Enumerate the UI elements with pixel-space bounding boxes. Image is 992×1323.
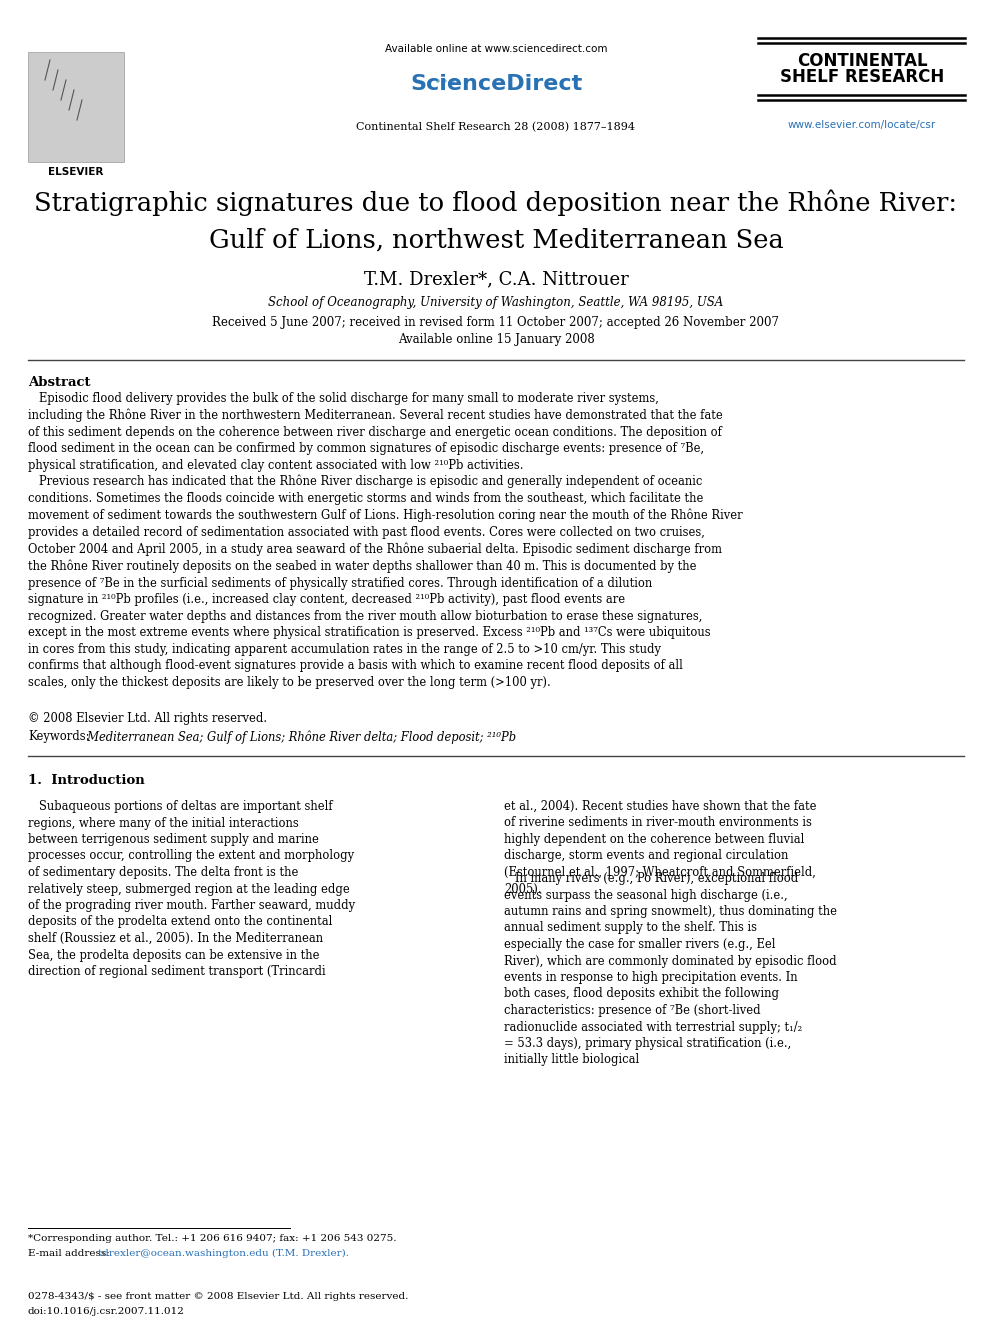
Text: 0278-4343/$ - see front matter © 2008 Elsevier Ltd. All rights reserved.: 0278-4343/$ - see front matter © 2008 El… — [28, 1293, 409, 1301]
Text: Keywords:: Keywords: — [28, 730, 89, 744]
Text: In many rivers (e.g., Po River), exceptional flood
events surpass the seasonal h: In many rivers (e.g., Po River), excepti… — [504, 872, 837, 1066]
Text: ScienceDirect: ScienceDirect — [410, 74, 582, 94]
Text: Abstract: Abstract — [28, 376, 90, 389]
Text: Available online 15 January 2008: Available online 15 January 2008 — [398, 333, 594, 347]
Text: Subaqueous portions of deltas are important shelf
regions, where many of the ini: Subaqueous portions of deltas are import… — [28, 800, 355, 978]
Text: E-mail address:: E-mail address: — [28, 1249, 113, 1258]
Text: Available online at www.sciencedirect.com: Available online at www.sciencedirect.co… — [385, 44, 607, 54]
Text: www.elsevier.com/locate/csr: www.elsevier.com/locate/csr — [788, 120, 936, 130]
Text: Episodic flood delivery provides the bulk of the solid discharge for many small : Episodic flood delivery provides the bul… — [28, 392, 723, 472]
Text: T.M. Drexler*, C.A. Nittrouer: T.M. Drexler*, C.A. Nittrouer — [364, 270, 628, 288]
Text: © 2008 Elsevier Ltd. All rights reserved.: © 2008 Elsevier Ltd. All rights reserved… — [28, 712, 267, 725]
Text: Previous research has indicated that the Rhône River discharge is episodic and g: Previous research has indicated that the… — [28, 475, 743, 688]
Text: CONTINENTAL: CONTINENTAL — [797, 52, 928, 70]
Text: Received 5 June 2007; received in revised form 11 October 2007; accepted 26 Nove: Received 5 June 2007; received in revise… — [212, 316, 780, 329]
Text: SHELF RESEARCH: SHELF RESEARCH — [780, 67, 944, 86]
Text: tdrexler@ocean.washington.edu (T.M. Drexler).: tdrexler@ocean.washington.edu (T.M. Drex… — [98, 1249, 349, 1258]
Text: doi:10.1016/j.csr.2007.11.012: doi:10.1016/j.csr.2007.11.012 — [28, 1307, 185, 1316]
Text: ∙∙∙: ∙∙∙ — [434, 74, 458, 87]
Text: Mediterranean Sea; Gulf of Lions; Rhône River delta; Flood deposit; ²¹⁰Pb: Mediterranean Sea; Gulf of Lions; Rhône … — [80, 730, 516, 744]
FancyBboxPatch shape — [28, 52, 124, 161]
Text: School of Oceanography, University of Washington, Seattle, WA 98195, USA: School of Oceanography, University of Wa… — [269, 296, 723, 310]
Text: ELSEVIER: ELSEVIER — [49, 167, 104, 177]
Text: Gulf of Lions, northwest Mediterranean Sea: Gulf of Lions, northwest Mediterranean S… — [208, 228, 784, 253]
Text: 1.  Introduction: 1. Introduction — [28, 774, 145, 787]
Text: et al., 2004). Recent studies have shown that the fate
of riverine sediments in : et al., 2004). Recent studies have shown… — [504, 800, 816, 896]
Text: Continental Shelf Research 28 (2008) 1877–1894: Continental Shelf Research 28 (2008) 187… — [356, 122, 636, 132]
Text: *Corresponding author. Tel.: +1 206 616 9407; fax: +1 206 543 0275.: *Corresponding author. Tel.: +1 206 616 … — [28, 1234, 397, 1244]
Text: Stratigraphic signatures due to flood deposition near the Rhône River:: Stratigraphic signatures due to flood de… — [35, 191, 957, 217]
